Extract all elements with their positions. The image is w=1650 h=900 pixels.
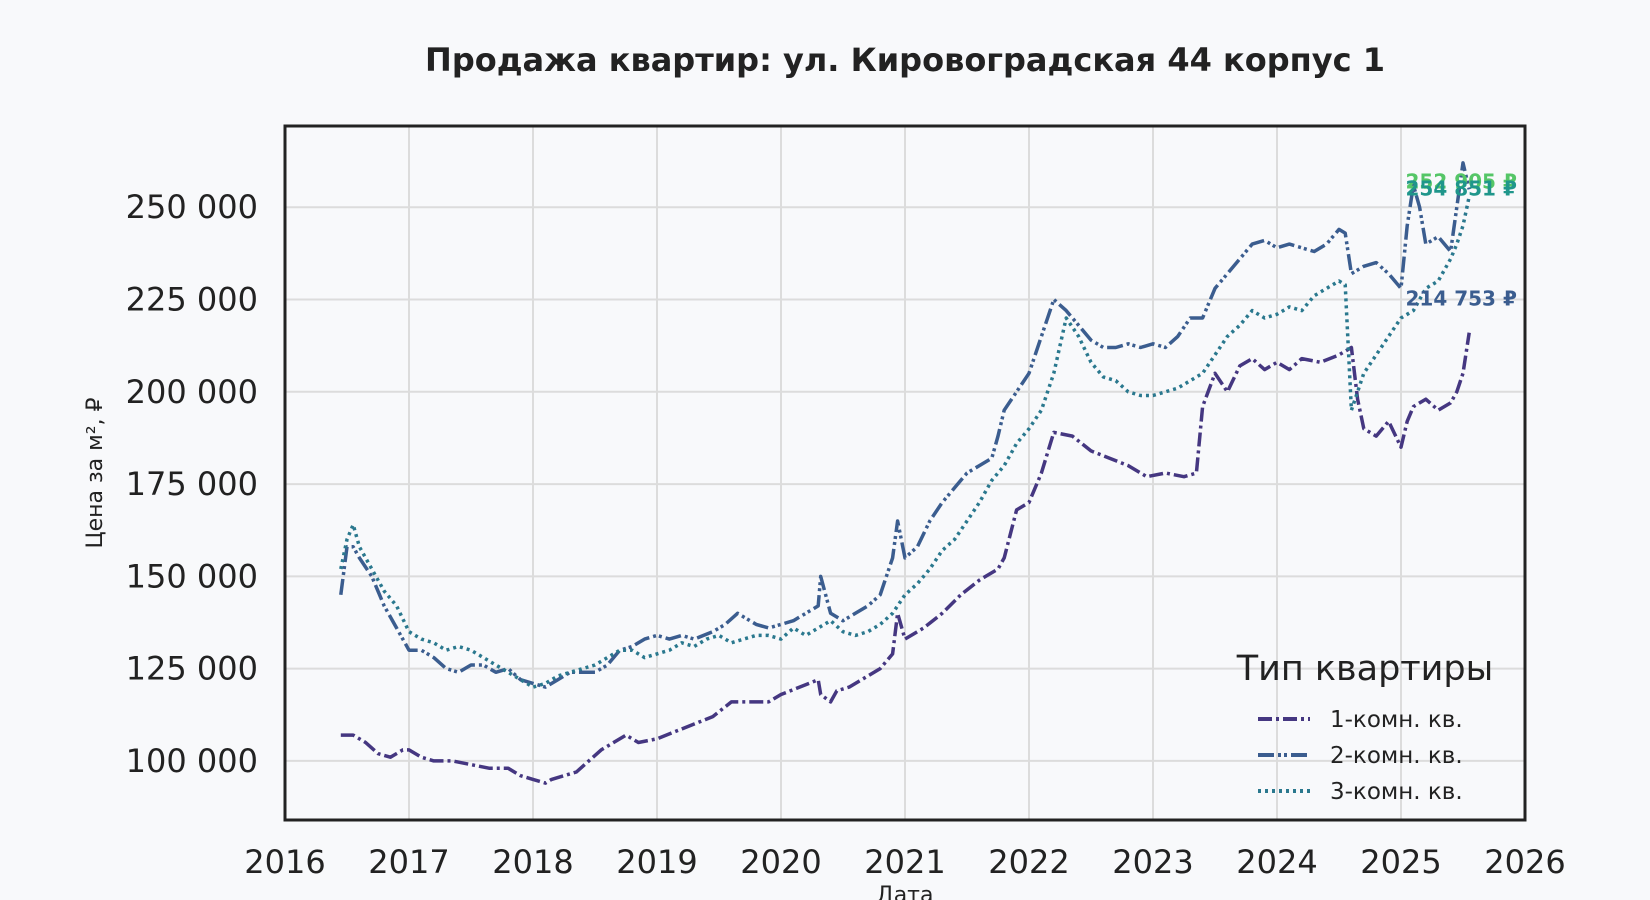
end-label-3: 214 753 ₽ xyxy=(1406,287,1517,311)
end-label-1: 252 905 ₽ xyxy=(1406,169,1517,193)
y-tick-label: 150 000 xyxy=(126,557,258,595)
x-tick-label: 2022 xyxy=(988,843,1069,881)
x-axis-ticks: 2016 2017 2018 2019 2020 2021 2022 2023 2024 2025… xyxy=(244,843,1565,881)
x-tick-label: 2021 xyxy=(864,843,945,881)
series-line-2 xyxy=(339,161,1471,689)
y-tick-label: 250 000 xyxy=(126,188,258,226)
x-tick-label: 2020 xyxy=(740,843,821,881)
chart-title: Продажа квартир: ул. Кировоградская 44 к… xyxy=(425,41,1385,79)
end-label-2: 254 851 ₽ xyxy=(1406,176,1517,200)
y-tick-label: 100 000 xyxy=(126,742,258,780)
x-tick-label: 2016 xyxy=(244,843,325,881)
y-tick-label: 175 000 xyxy=(126,465,258,503)
x-tick-label: 2025 xyxy=(1360,843,1441,881)
x-tick-label: 2018 xyxy=(492,843,573,881)
series-line-1 xyxy=(340,332,1471,785)
y-tick-label: 125 000 xyxy=(126,650,258,688)
x-tick-label: 2023 xyxy=(1112,843,1193,881)
plot-frame xyxy=(283,124,1527,822)
series-group xyxy=(339,161,1471,785)
x-tick-label: 2024 xyxy=(1236,843,1317,881)
y-tick-label: 225 000 xyxy=(126,281,258,319)
x-tick-label: 2017 xyxy=(368,843,449,881)
end-labels: 252 905 ₽254 851 ₽ 214 753 ₽ xyxy=(1406,169,1517,310)
x-tick-label: 2019 xyxy=(616,843,697,881)
legend: Тип квартиры 1-комн. кв. 2-комн. кв. 3-ком… xyxy=(1236,649,1494,805)
y-axis-ticks: 100 000 125 000 150 000 175 000 200 000 225 0… xyxy=(126,188,258,780)
x-tick-label: 2026 xyxy=(1484,843,1565,881)
legend-title: Тип квартиры xyxy=(1236,649,1494,689)
legend-label-3: 3-комн. кв. xyxy=(1330,779,1463,805)
legend-label-1: 1-комн. кв. xyxy=(1330,707,1463,733)
legend-label-2: 2-комн. кв. xyxy=(1330,743,1463,769)
x-axis-label: Дата xyxy=(877,883,934,900)
y-axis-label: Цена за м², ₽ xyxy=(83,397,108,548)
y-tick-label: 200 000 xyxy=(126,373,258,411)
